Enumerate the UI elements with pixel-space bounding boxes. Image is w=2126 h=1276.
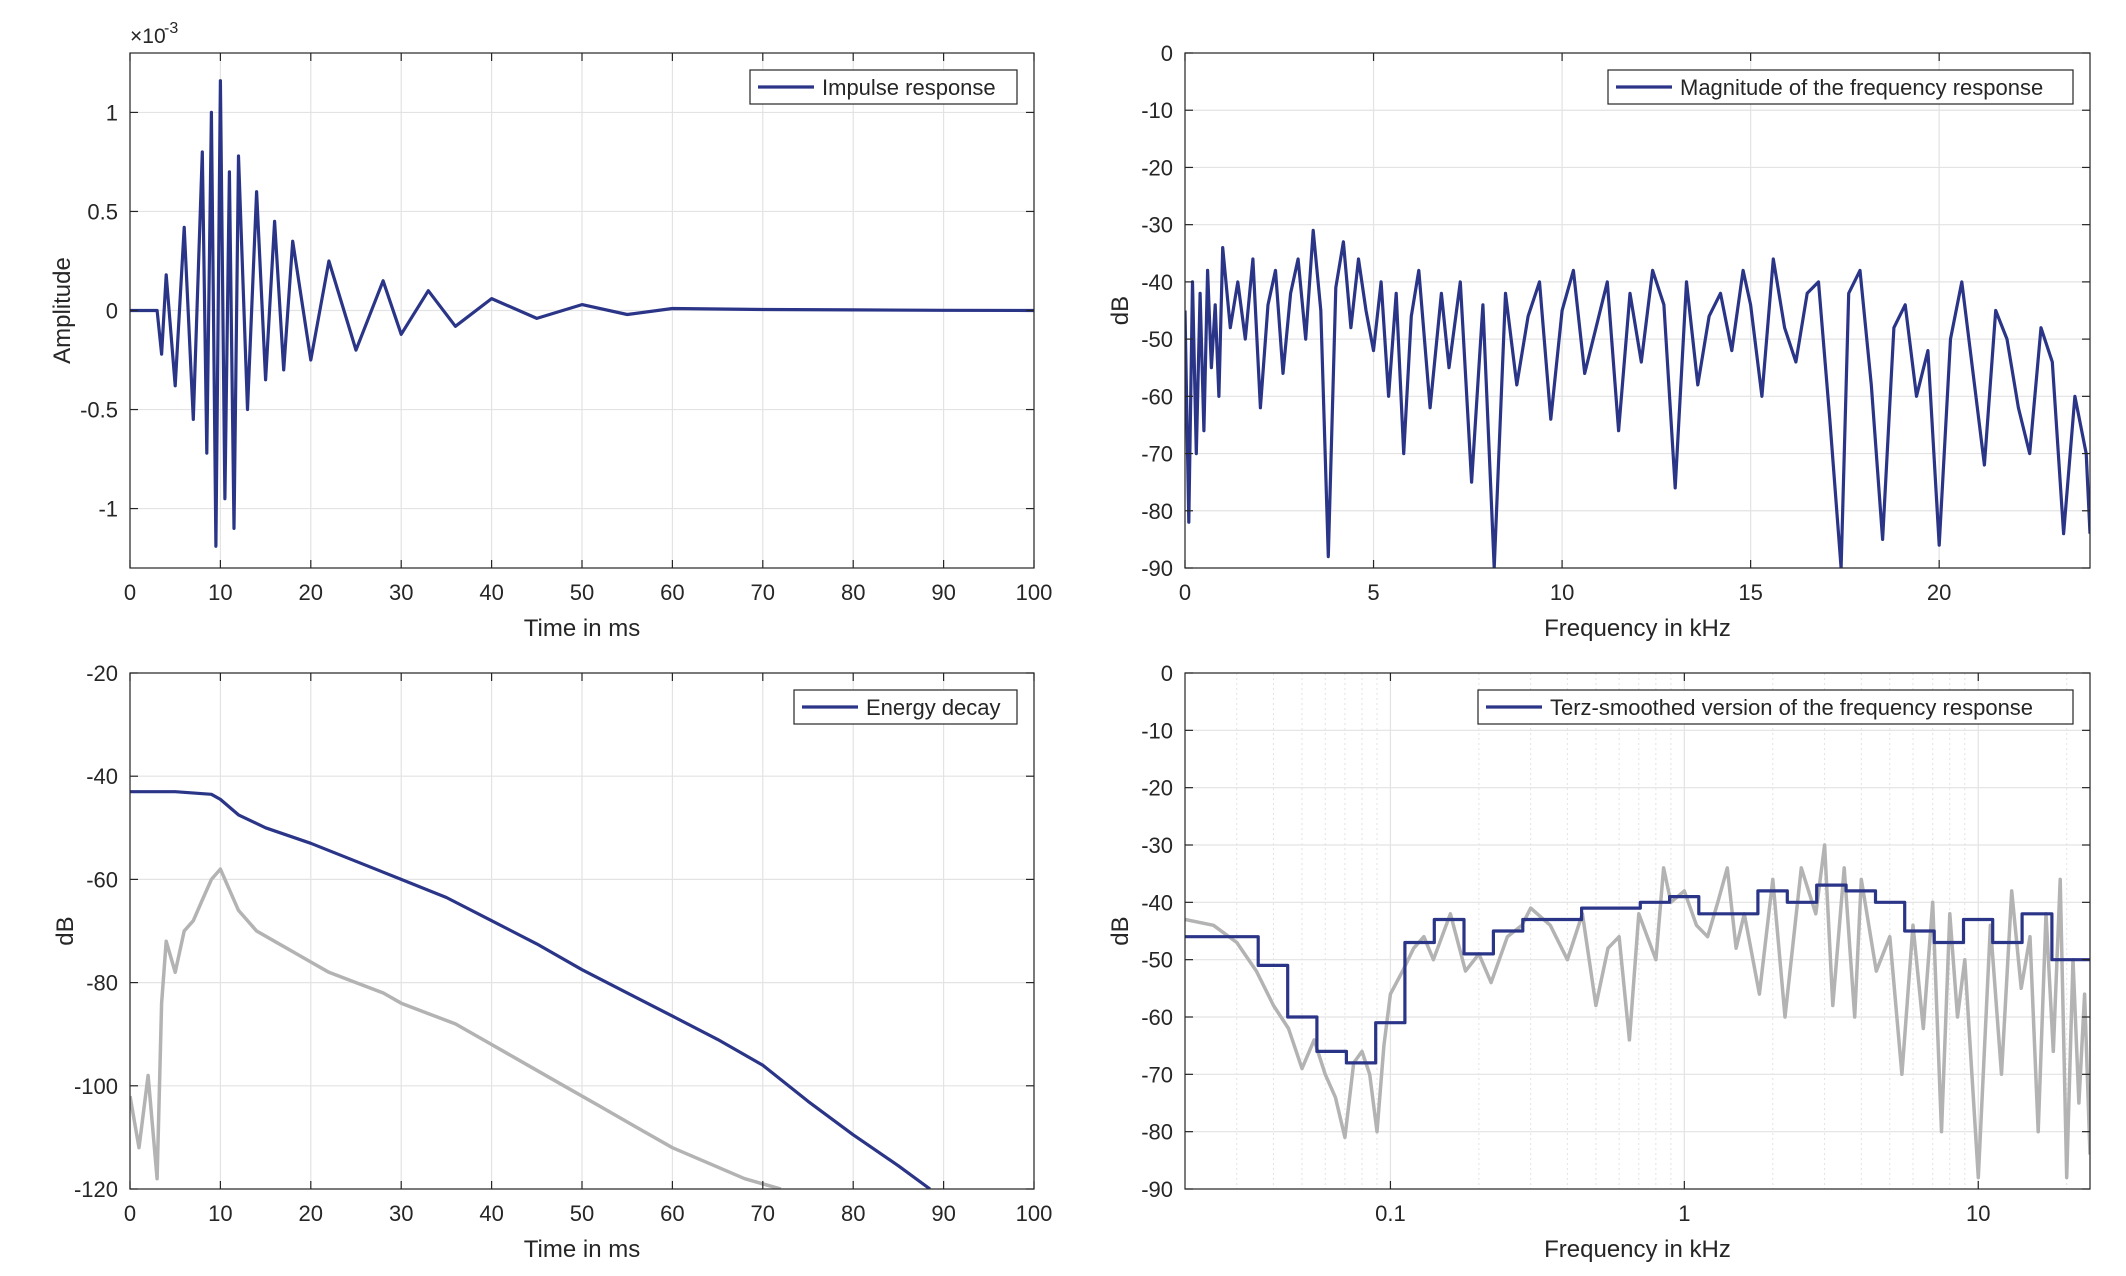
x-tick-label: 100 — [1016, 1201, 1053, 1226]
x-tick-label: 60 — [660, 580, 684, 605]
series-line-main — [130, 79, 1034, 548]
exponent-power: -3 — [164, 20, 178, 37]
y-tick-label: -20 — [86, 661, 118, 686]
y-tick-label: -20 — [1141, 155, 1173, 180]
x-tick-label: 80 — [841, 1201, 865, 1226]
series-line-main — [130, 790, 931, 1189]
y-tick-label: -10 — [1141, 718, 1173, 743]
legend: Terz-smoothed version of the frequency r… — [1477, 689, 2074, 725]
y-tick-label: 0 — [1161, 41, 1173, 66]
legend-label: Impulse response — [822, 75, 996, 100]
y-tick-label: -100 — [74, 1074, 118, 1099]
series-line-reference — [1185, 843, 2090, 1180]
y-tick-label: -1 — [98, 497, 118, 522]
legend: Impulse response — [749, 69, 1018, 105]
chart-3: 0 10 20 30 40 50 60 70 80 90 100 -20 -40 -60 -80 -100 -1… — [52, 661, 1052, 1263]
x-tick-label: 0.1 — [1375, 1201, 1406, 1226]
chart-2: 0 5 10 15 20 0 -10 -20 -30 -40 -50 -60 -70 -80 -90 Freq… — [1107, 41, 2091, 642]
x-tick-label: 50 — [570, 580, 594, 605]
legend-box — [1607, 69, 2074, 105]
x-tick-label: 40 — [479, 1201, 503, 1226]
x-tick-label: 90 — [931, 1201, 955, 1226]
x-tick-label: 1 — [1678, 1201, 1690, 1226]
x-tick-label: 30 — [389, 1201, 413, 1226]
chart-4: 0.1 1 10 0 -10 -20 -30 -40 -50 -60 -70 -80 -90 Freque… — [1107, 661, 2091, 1263]
y-tick-label: -80 — [86, 971, 118, 996]
legend-box — [1477, 689, 2074, 725]
x-axis-label: Time in ms — [524, 615, 640, 642]
y-tick-label: -50 — [1141, 948, 1173, 973]
y-tick-label: 0 — [106, 299, 118, 324]
y-tick-label: -70 — [1141, 442, 1173, 467]
x-tick-label: 20 — [1927, 580, 1951, 605]
series-line-reference — [130, 867, 782, 1189]
x-tick-label: 70 — [751, 1201, 775, 1226]
x-tick-label: 0 — [124, 1201, 136, 1226]
y-tick-label: -40 — [86, 764, 118, 789]
legend-label: Terz-smoothed version of the frequency r… — [1550, 695, 2033, 720]
x-tick-label: 15 — [1738, 580, 1762, 605]
legend-label: Energy decay — [866, 695, 1001, 720]
y-tick-label: -20 — [1141, 776, 1173, 801]
x-axis-label: Frequency in kHz — [1544, 615, 1731, 642]
y-tick-label: -30 — [1141, 213, 1173, 238]
x-tick-label: 70 — [751, 580, 775, 605]
y-tick-label: -120 — [74, 1177, 118, 1202]
y-tick-label: 0.5 — [87, 199, 118, 224]
x-tick-label: 100 — [1016, 580, 1053, 605]
chart-1: 0 10 20 30 40 50 60 70 80 90 100 -1 -0.5 0 0.5 1 Time in… — [49, 20, 1052, 642]
y-tick-label: -50 — [1141, 327, 1173, 352]
y-tick-label: -10 — [1141, 98, 1173, 123]
y-tick-label: -80 — [1141, 1120, 1173, 1145]
x-tick-label: 80 — [841, 580, 865, 605]
y-axis-label: dB — [1107, 296, 1134, 325]
axes-box — [1184, 672, 2091, 1190]
x-tick-label: 10 — [1966, 1201, 1990, 1226]
x-tick-label: 0 — [1179, 580, 1191, 605]
x-tick-label: 5 — [1367, 580, 1379, 605]
x-tick-label: 40 — [479, 580, 503, 605]
y-tick-label: 1 — [106, 100, 118, 125]
x-tick-label: 20 — [299, 580, 323, 605]
y-axis-label: dB — [1107, 916, 1134, 945]
y-axis-label: Amplitude — [49, 257, 76, 364]
y-tick-label: -90 — [1141, 556, 1173, 581]
x-tick-label: 20 — [299, 1201, 323, 1226]
y-tick-label: 0 — [1161, 661, 1173, 686]
y-tick-label: -60 — [1141, 384, 1173, 409]
legend: Energy decay — [793, 689, 1018, 725]
axes-box — [1184, 52, 2091, 569]
y-tick-label: -60 — [1141, 1005, 1173, 1030]
exponent-label: ×10 — [130, 25, 166, 48]
y-tick-label: -0.5 — [80, 398, 118, 423]
legend: Magnitude of the frequency response — [1607, 69, 2074, 105]
series-line-main — [1185, 883, 2090, 1065]
x-tick-label: 10 — [208, 580, 232, 605]
x-tick-label: 90 — [931, 580, 955, 605]
legend-label: Magnitude of the frequency response — [1680, 75, 2043, 100]
y-tick-label: -80 — [1141, 499, 1173, 524]
x-axis-label: Time in ms — [524, 1236, 640, 1263]
x-tick-label: 30 — [389, 580, 413, 605]
y-tick-label: -70 — [1141, 1062, 1173, 1087]
x-tick-label: 10 — [208, 1201, 232, 1226]
x-tick-label: 60 — [660, 1201, 684, 1226]
y-tick-label: -40 — [1141, 270, 1173, 295]
x-tick-label: 10 — [1550, 580, 1574, 605]
y-tick-label: -90 — [1141, 1177, 1173, 1202]
series-line-main — [1185, 228, 2090, 568]
y-tick-label: -30 — [1141, 833, 1173, 858]
y-axis-label: dB — [52, 916, 79, 945]
x-tick-label: 50 — [570, 1201, 594, 1226]
y-tick-label: -60 — [86, 867, 118, 892]
y-tick-label: -40 — [1141, 890, 1173, 915]
x-axis-label: Frequency in kHz — [1544, 1236, 1731, 1263]
x-tick-label: 0 — [124, 580, 136, 605]
